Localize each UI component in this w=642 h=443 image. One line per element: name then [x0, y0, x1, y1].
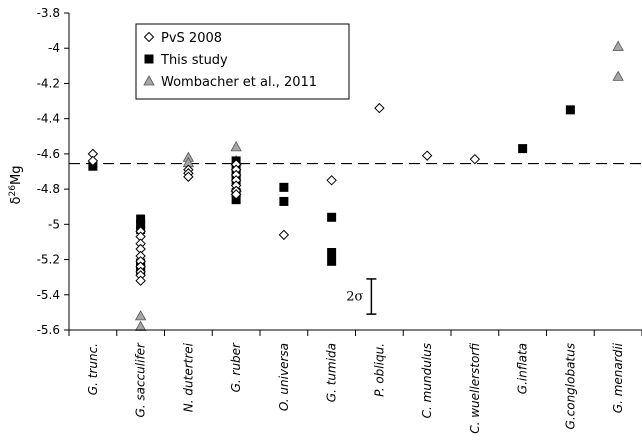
x-category-label: G. tumida	[325, 343, 339, 402]
x-category-label: N. dutertrei	[181, 342, 195, 412]
y-tick-label: -3.8	[37, 6, 60, 20]
y-axis-title-superscript: 26	[8, 185, 18, 197]
y-tick-label: -4.6	[37, 147, 60, 161]
data-point	[279, 196, 289, 206]
y-tick-label: -5.4	[37, 288, 60, 302]
data-point	[134, 310, 147, 321]
legend-box	[135, 23, 350, 100]
data-point	[327, 256, 337, 266]
x-category-label: G.inflata	[516, 343, 530, 394]
legend-label: Wombacher et al., 2011	[161, 75, 317, 90]
data-point	[87, 155, 99, 167]
data-point	[279, 182, 289, 192]
x-category-label: G. sacculifer	[134, 342, 148, 418]
legend-label: This study	[160, 53, 228, 68]
x-category-label: C. mundulus	[420, 343, 434, 418]
legend-label: PvS 2008	[161, 31, 222, 46]
data-point	[231, 195, 241, 205]
data-point	[136, 219, 146, 229]
x-category-label: G. menardii	[611, 342, 625, 413]
data-point	[518, 144, 528, 154]
data-point	[183, 171, 194, 182]
data-point	[612, 40, 624, 51]
data-point	[469, 153, 481, 165]
x-category-label: G. trunc.	[86, 343, 100, 395]
x-category-label: G.conglobatus	[563, 343, 577, 429]
x-category-label: P. obliqu.	[372, 343, 386, 397]
x-category-label: G. ruber	[229, 342, 243, 392]
data-point	[565, 105, 575, 115]
legend-marker	[143, 31, 155, 43]
data-point	[134, 320, 147, 331]
data-point	[136, 214, 146, 224]
data-point	[326, 175, 337, 186]
legend-marker	[144, 54, 154, 64]
data-point	[327, 212, 337, 222]
y-tick-label: -4.2	[37, 76, 60, 90]
data-point	[327, 248, 337, 258]
y-tick-label: -5	[48, 217, 60, 231]
data-point	[421, 150, 433, 161]
data-point	[612, 70, 624, 81]
y-tick-label: -5.6	[37, 323, 60, 337]
sigma-label: 2σ	[346, 290, 363, 305]
legend: PvS 2008 This study Wombacher et al., 2011	[135, 23, 350, 100]
data-point	[278, 229, 290, 241]
data-point	[230, 141, 242, 152]
y-axis-title: δ26Mg	[8, 166, 24, 205]
data-point	[230, 189, 242, 200]
y-tick-label: -4.4	[37, 112, 60, 126]
x-category-label: C. wuellerstorfi	[468, 343, 482, 434]
legend-marker	[143, 75, 155, 86]
y-tick-label: -4	[48, 41, 60, 55]
data-point	[135, 275, 146, 286]
data-point	[88, 161, 98, 171]
x-category-label: O. universa	[277, 343, 291, 411]
y-tick-label: -4.8	[37, 182, 60, 196]
sigma-error-bar: 2σ	[346, 278, 377, 315]
y-tick-label: -5.2	[37, 253, 60, 267]
data-point	[374, 102, 385, 114]
